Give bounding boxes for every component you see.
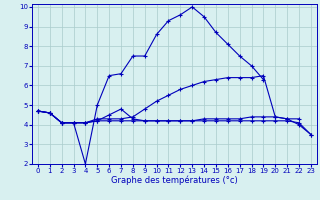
X-axis label: Graphe des températures (°c): Graphe des températures (°c) (111, 176, 238, 185)
